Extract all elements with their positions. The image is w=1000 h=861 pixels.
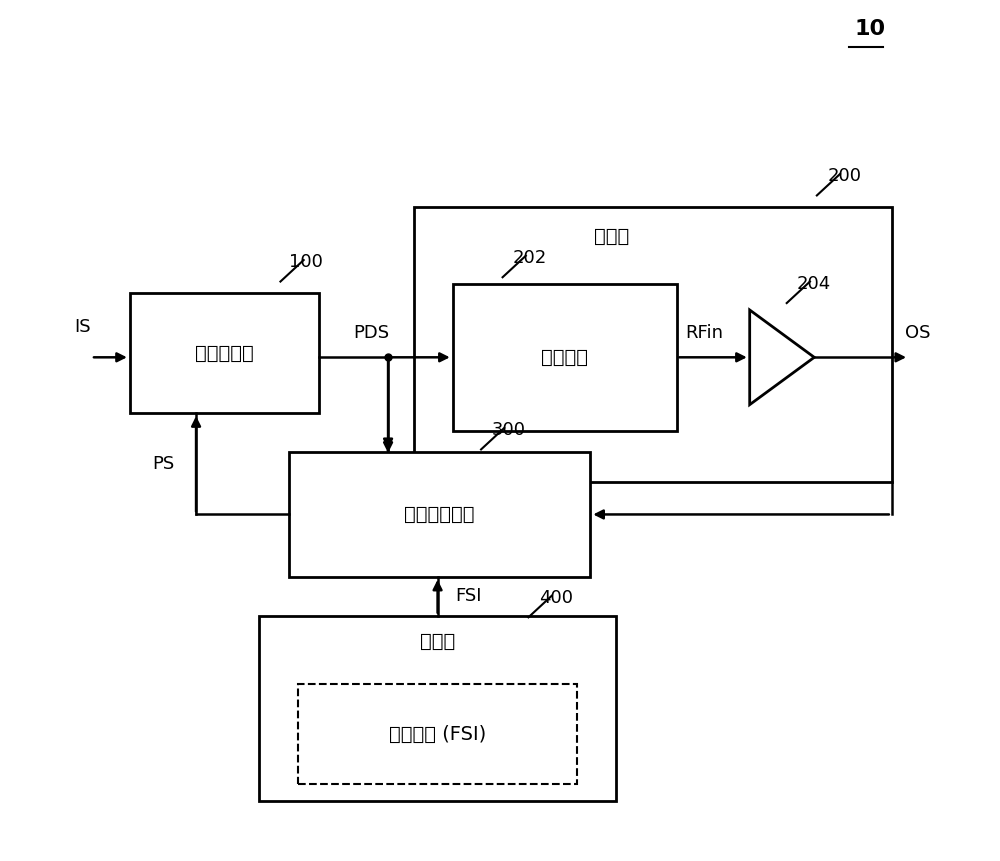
Bar — [259, 616, 616, 801]
Text: 上转换器: 上转换器 — [541, 348, 588, 367]
Text: 发送器: 发送器 — [594, 227, 630, 246]
Text: FSI: FSI — [455, 587, 481, 605]
Text: 100: 100 — [289, 253, 323, 271]
Bar — [453, 284, 677, 430]
Text: RFin: RFin — [685, 324, 723, 342]
Text: 存儲器: 存儲器 — [420, 632, 456, 651]
Text: 202: 202 — [513, 249, 547, 267]
Text: 204: 204 — [797, 275, 831, 293]
Bar — [289, 452, 590, 577]
Text: IS: IS — [74, 318, 91, 336]
Text: 频段信息 (FSI): 频段信息 (FSI) — [389, 724, 486, 744]
Text: 200: 200 — [827, 167, 861, 185]
Text: 10: 10 — [855, 19, 886, 39]
Text: 预失真电路: 预失真电路 — [195, 344, 254, 362]
Bar — [414, 207, 892, 482]
Text: OS: OS — [905, 324, 930, 342]
Bar — [298, 684, 577, 784]
Text: 300: 300 — [491, 421, 525, 439]
Bar — [130, 293, 319, 413]
Text: PS: PS — [152, 455, 175, 473]
Text: 参数获得电路: 参数获得电路 — [404, 505, 475, 524]
Text: 400: 400 — [539, 589, 573, 607]
Text: PDS: PDS — [353, 324, 389, 342]
